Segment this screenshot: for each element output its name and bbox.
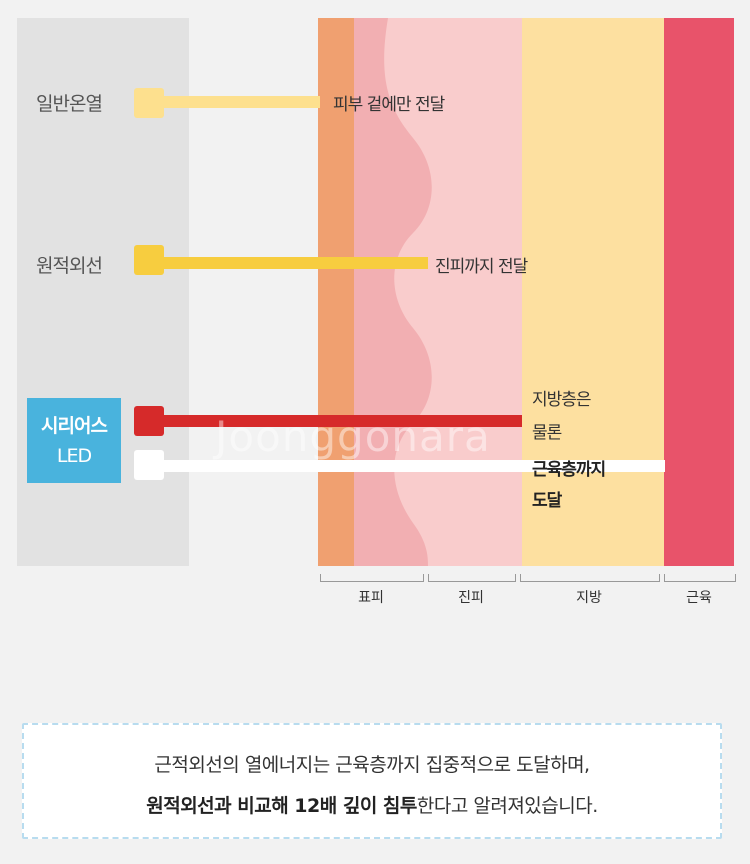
penetration-label-muscle-line4: 도달 [532, 491, 562, 511]
info-line-2-rest: 한다고 알려져있습니다. [416, 795, 598, 817]
skin-cross-section [318, 18, 734, 566]
bracket-fat [520, 574, 660, 582]
square-general-heat [134, 88, 164, 118]
info-line-2: 원적외선과 비교해 12배 깊이 침투한다고 알려져있습니다. [24, 791, 720, 818]
square-far-infrared [134, 245, 164, 275]
layer-name-dermis: 진피 [458, 590, 484, 606]
beam-far-infrared [160, 257, 428, 269]
penetration-label-muscle-line3: 근육층까지 [532, 460, 606, 480]
penetration-label-skin-surface: 피부 겉에만 전달 [333, 95, 445, 115]
layer-epidermis [318, 18, 354, 566]
layer-muscle [664, 18, 734, 566]
led-badge: 시리어스 LED [27, 398, 121, 483]
beam-led-red [160, 415, 522, 427]
square-led-red [134, 406, 164, 436]
bracket-muscle [664, 574, 736, 582]
bracket-epidermis [320, 574, 424, 582]
led-badge-line2: LED [56, 445, 92, 467]
beam-general-heat [160, 96, 320, 108]
penetration-label-dermis: 진피까지 전달 [435, 257, 528, 277]
dermis-wave [354, 18, 432, 566]
layer-fat [522, 18, 664, 566]
beam-led-white [160, 460, 665, 472]
label-far-infrared: 원적외선 [36, 255, 103, 277]
bracket-dermis [428, 574, 516, 582]
layer-name-epidermis: 표피 [358, 590, 384, 606]
penetration-label-fat-line2: 물론 [532, 423, 562, 443]
label-general-heat: 일반온열 [36, 93, 103, 115]
penetration-label-fat-line1: 지방층은 [532, 390, 592, 410]
layer-name-muscle: 근육 [686, 590, 712, 606]
layer-name-fat: 지방 [576, 590, 602, 606]
info-line-2-bold: 원적외선과 비교해 12배 깊이 침투 [146, 795, 417, 817]
watermark: Joonggonara [215, 412, 491, 461]
square-led-white [134, 450, 164, 480]
info-box: 근적외선의 열에너지는 근육층까지 집중적으로 도달하며, 원적외선과 비교해 … [22, 723, 722, 839]
info-line-1: 근적외선의 열에너지는 근육층까지 집중적으로 도달하며, [154, 754, 590, 776]
led-badge-line1: 시리어스 [41, 415, 108, 437]
